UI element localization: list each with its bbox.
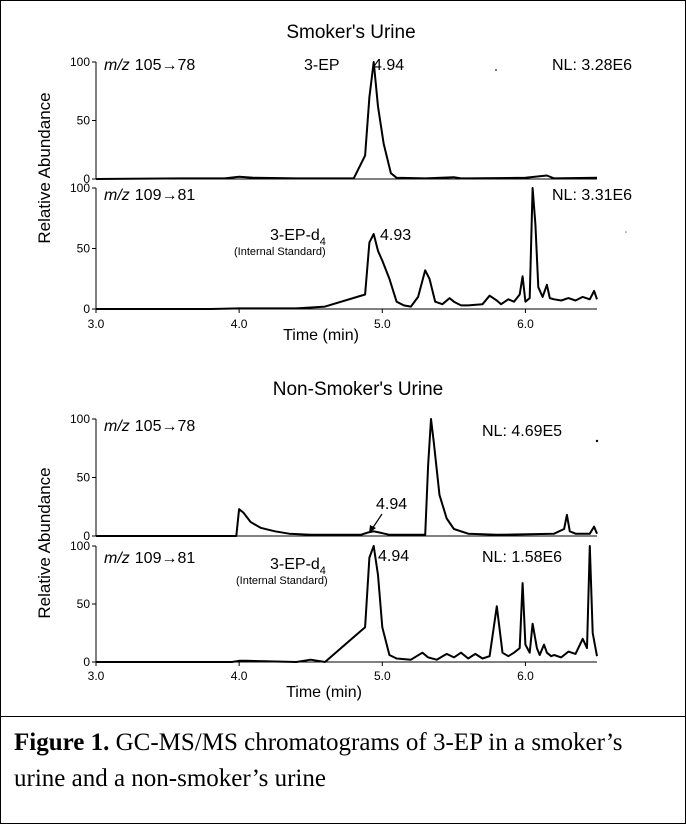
x-tick-label: 6.0 (517, 317, 534, 331)
peak-arrow-line (371, 513, 383, 530)
smoker-panel-m105-78: m/z 105→78 NL: 3.28E6 3-EP 4.94 0 50 100 (70, 55, 632, 186)
smoker-panel-m109-81: m/z 109→81 NL: 3.31E6 3-EP-d4 (Internal S… (70, 181, 632, 316)
chromatogram-figure: Smoker's Urine Relative Abundance Time (… (35, 22, 632, 701)
internal-standard-label: 3-EP-d4 (270, 227, 326, 248)
non-smoker-chart-title: Non-Smoker's Urine (273, 379, 443, 400)
smoker-x-axis-label: Time (min) (283, 327, 359, 344)
internal-standard-subscript: 4 (320, 565, 326, 577)
non-smoker-chromatogram-chart: Non-Smoker's Urine Relative Abundance Ti… (35, 379, 598, 701)
x-tick-label: 4.0 (231, 317, 248, 331)
y-tick-label: 100 (70, 181, 90, 195)
transition-prefix: m/z (104, 187, 130, 204)
smoker-chart-title: Smoker's Urine (286, 22, 415, 43)
normalization-level-label: NL: 3.31E6 (552, 187, 632, 204)
normalization-level-label: NL: 4.69E5 (482, 423, 562, 440)
x-tick-label: 5.0 (374, 669, 391, 683)
caption-divider (0, 716, 686, 717)
transition-value: 109→81 (135, 187, 196, 204)
internal-standard-name: 3-EP-d (270, 556, 320, 573)
x-tick-label: 3.0 (88, 317, 105, 331)
internal-standard-note: (Internal Standard) (236, 575, 328, 587)
y-tick-label: 50 (77, 242, 91, 256)
y-tick-label: 100 (70, 55, 90, 69)
y-tick-label: 50 (77, 471, 91, 485)
transition-prefix: m/z (104, 418, 130, 435)
x-tick-label: 4.0 (231, 669, 248, 683)
peak-retention-label: 4.93 (380, 227, 411, 244)
figure-caption: Figure 1. GC-MS/MS chromatograms of 3-EP… (14, 725, 679, 797)
stray-dot-mark (495, 69, 497, 71)
panel-transition-label: m/z 105→78 (104, 418, 195, 435)
normalization-level-label: NL: 1.58E6 (482, 549, 562, 566)
panel-transition-label: m/z 109→81 (104, 187, 195, 204)
non-smoker-panel-m105-78: m/z 105→78 NL: 4.69E5 4.94 0 50 100 (70, 412, 598, 543)
chromatogram-trace (96, 418, 598, 537)
caption-label: Figure 1. (14, 729, 110, 756)
panel-transition-label: m/z 105→78 (104, 57, 195, 74)
chromatogram-trace (96, 545, 598, 663)
caption-text: GC-MS/MS chromatograms of 3-EP in a smok… (14, 729, 623, 792)
transition-prefix: m/z (104, 57, 130, 74)
stray-dot-mark (595, 439, 599, 443)
transition-value: 109→81 (135, 550, 196, 567)
chromatogram-trace (96, 187, 598, 310)
peak-retention-label: 4.94 (378, 548, 409, 565)
x-tick-label: 3.0 (88, 669, 105, 683)
x-tick-label: 6.0 (517, 669, 534, 683)
y-tick-label: 0 (83, 172, 90, 186)
peak-retention-label: 4.94 (373, 57, 404, 74)
y-tick-label: 0 (83, 302, 90, 316)
transition-value: 105→78 (135, 57, 196, 74)
x-tick-label: 5.0 (374, 317, 391, 331)
non-smoker-x-axis-label: Time (min) (286, 684, 362, 701)
stray-dot-mark (625, 231, 627, 233)
chromatogram-trace (95, 61, 598, 180)
y-tick-label: 50 (77, 114, 91, 128)
internal-standard-subscript: 4 (320, 236, 326, 248)
y-tick-label: 0 (83, 529, 90, 543)
y-tick-label: 100 (70, 412, 90, 426)
transition-prefix: m/z (104, 550, 130, 567)
smoker-chromatogram-chart: Smoker's Urine Relative Abundance Time (… (35, 22, 632, 344)
transition-value: 105→78 (135, 418, 196, 435)
y-tick-label: 0 (83, 655, 90, 669)
non-smoker-panel-m109-81: m/z 109→81 NL: 1.58E6 3-EP-d4 (Internal S… (70, 539, 598, 669)
non-smoker-y-axis-label: Relative Abundance (35, 467, 54, 618)
internal-standard-note: (Internal Standard) (234, 246, 326, 258)
peak-retention-label: 4.94 (376, 496, 407, 513)
analyte-label: 3-EP (304, 57, 340, 74)
panel-transition-label: m/z 109→81 (104, 550, 195, 567)
internal-standard-label: 3-EP-d4 (270, 556, 326, 577)
y-tick-label: 50 (77, 597, 91, 611)
internal-standard-name: 3-EP-d (270, 227, 320, 244)
normalization-level-label: NL: 3.28E6 (552, 57, 632, 74)
smoker-y-axis-label: Relative Abundance (35, 92, 54, 243)
y-tick-label: 100 (70, 539, 90, 553)
